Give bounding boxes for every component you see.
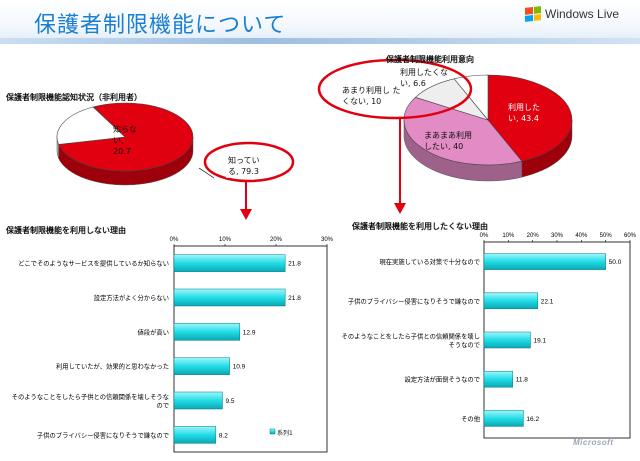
bar1-legend-label: 系列1 <box>277 430 293 437</box>
bar1-value-label-4: 9.5 <box>225 398 234 405</box>
page-title: 保護者制限機能について <box>34 13 287 38</box>
pie2-slice-name-1: まあまあ利用 したい <box>424 131 472 151</box>
bar2-value-label-3: 11.8 <box>516 377 529 384</box>
bar1-plot-frame <box>173 245 328 453</box>
bar2-category-label-2: そのようなことをしたら子供との信頼関係を壊しそうなので <box>342 331 480 349</box>
pie1-slice-value-0: 79.3 <box>241 167 259 176</box>
bar2-value-label-2: 19.1 <box>533 338 546 345</box>
arrow-right-head <box>394 203 406 214</box>
pie2-slice-0 <box>487 74 573 162</box>
bar1-category-label-1: 設定方法がよく分からない <box>94 293 169 302</box>
pie1-slice-1 <box>56 106 126 145</box>
pie2-slice-name-3: 利用したくな い <box>400 68 448 88</box>
bar2-tick-label-5: 50% <box>600 233 613 239</box>
bar2-value-label-0: 50.0 <box>609 259 622 266</box>
bar2-bar-4 <box>483 410 524 427</box>
bar1-bar-1 <box>173 288 286 307</box>
bar2-bar-2 <box>483 331 531 349</box>
bar1-legend-swatch <box>269 428 276 435</box>
pie2-slice-value-0: 43.4 <box>521 114 539 123</box>
bar1-value-label-1: 21.8 <box>288 295 301 302</box>
bar2-tick-label-4: 40% <box>575 233 588 239</box>
pie2-slice-label-3: 利用したくな い, 6.6 <box>400 68 448 88</box>
pie2-slice-3 <box>453 74 489 121</box>
brand-name: Windows Live <box>545 7 620 21</box>
bar2-bar-3 <box>483 370 513 388</box>
pie2-slice-label-1: まあまあ利用 したい, 40 <box>424 131 472 151</box>
bar2-value-label-1: 22.1 <box>541 298 554 305</box>
pie2-slice-value-3: 6.6 <box>413 79 426 88</box>
bar1-value-label-3: 10.9 <box>233 364 246 371</box>
bar2-category-label-0: 現在実施している対策で十分なので <box>379 257 480 266</box>
bar2-category-label-4: その他 <box>461 414 481 423</box>
bar1-category-label-0: どこでそのようなサービスを提供しているか知らない <box>18 259 169 268</box>
bar1-tick-label-0: 0% <box>170 237 179 243</box>
bar2-title: 保護者制限機能を利用したくない理由 <box>352 222 488 231</box>
bar2-category-label-3: 設定方法が面倒そうなので <box>404 375 480 384</box>
pie1-title: 保護者制限機能認知状況（非利用者） <box>6 93 142 102</box>
pie2-slice-label-2: あまり利用し たくない, 10 <box>342 86 401 106</box>
windows-live-logo: Windows Live <box>525 5 619 23</box>
highlight-ellipse-known <box>203 141 295 183</box>
bar1-category-label-4: そのようなことをしたら子供との信頼関係を壊しそうなので <box>12 392 169 410</box>
bar1-bar-5 <box>173 426 217 444</box>
bar1-category-label-5: 子供のプライバシー侵害になりそうで嫌なので <box>37 430 169 439</box>
bar1-title: 保護者制限機能を利用しない理由 <box>6 226 126 235</box>
pie1-slice-label-0: 知ってい る, 79.3 <box>226 154 262 178</box>
bar1-bar-0 <box>173 254 286 272</box>
bar1-bar-4 <box>173 391 223 410</box>
bar1-bar-2 <box>173 323 241 341</box>
arrow-left-head <box>240 209 252 220</box>
pie1-slice-name-1: 知らな い <box>113 125 137 145</box>
bar2-tick-label-0: 0% <box>480 233 489 239</box>
pie2-slice-value-2: 10 <box>371 97 382 106</box>
bar1-category-label-3: 利用していたが、効果的と思わなかった <box>56 362 169 371</box>
bar1-category-label-2: 値段が高い <box>138 327 169 336</box>
pie1-slice-name-0: 知ってい る <box>228 156 260 176</box>
pie1-slice-label-1: 知らな い, 20.7 <box>113 125 137 156</box>
bar2-value-label-4: 16.2 <box>526 416 539 423</box>
pie1-slice-value-1: 20.7 <box>113 147 131 156</box>
bar2-category-label-1: 子供のプライバシー侵害になりそうで嫌なので <box>348 296 480 305</box>
pie2-slice-value-1: 40 <box>453 142 464 151</box>
pie1-leader-line <box>198 167 215 179</box>
microsoft-logo: Microsoft <box>573 438 614 447</box>
bar2-tick-label-6: 60% <box>624 233 637 239</box>
highlight-ellipse-unwilling <box>317 58 473 120</box>
pie2-slice-label-0: 利用した い, 43.4 <box>508 103 540 123</box>
pie2-slice-name-2: あまり利用し たくない <box>342 86 401 106</box>
bar2-bar-0 <box>483 253 606 270</box>
pie2-title: 保護者制限機能利用意向 <box>386 55 474 64</box>
bar2-tick-label-3: 30% <box>551 233 564 239</box>
bar1-tick-label-1: 10% <box>219 237 232 243</box>
pie1-slice-0 <box>58 102 194 172</box>
bar1-value-label-0: 21.8 <box>288 261 301 268</box>
bar2-tick-label-2: 20% <box>527 233 540 239</box>
bar1-value-label-2: 12.9 <box>243 329 256 336</box>
title-stripe <box>0 38 640 44</box>
bar1-bar-3 <box>173 357 230 375</box>
bar1-value-label-5: 8.2 <box>219 432 228 439</box>
bar1-tick-label-2: 20% <box>270 237 283 243</box>
bar2-bar-1 <box>483 292 539 310</box>
pie2-slice-name-0: 利用した い <box>508 103 540 123</box>
title-bar <box>0 0 640 44</box>
bar1-tick-label-3: 30% <box>321 237 334 243</box>
bar2-tick-label-1: 10% <box>502 233 515 239</box>
